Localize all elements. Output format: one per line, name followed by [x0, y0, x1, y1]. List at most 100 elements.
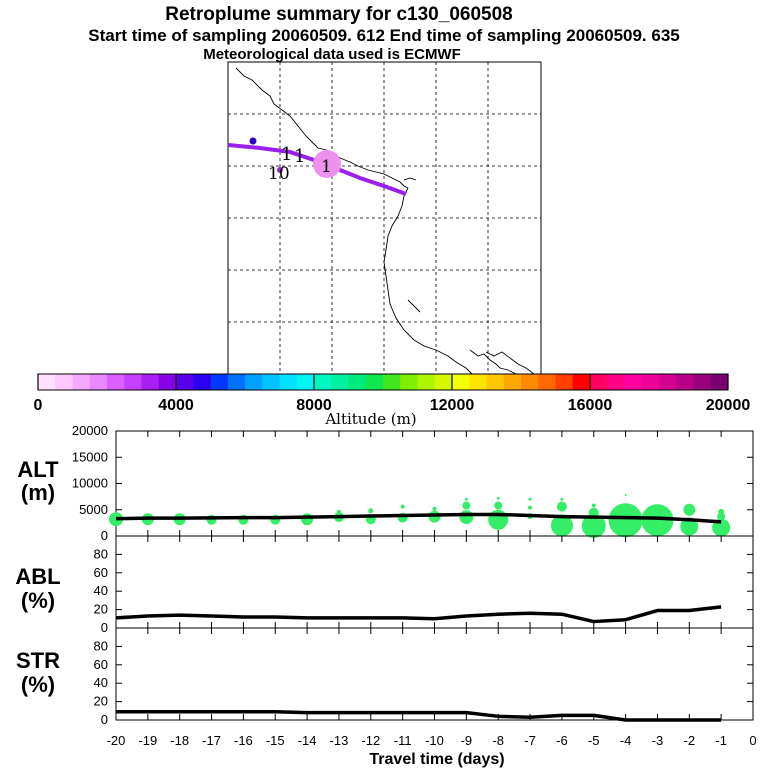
x-tick-label: -4 — [620, 733, 632, 748]
str-y-tick-label: 80 — [94, 638, 108, 653]
map-gridlines — [228, 62, 541, 374]
alt-bubble — [496, 496, 500, 500]
alt-bubble — [432, 506, 437, 511]
abl-y-tick-label: 60 — [94, 565, 108, 580]
title-line-2: Start time of sampling 20060509. 612 End… — [88, 26, 680, 45]
colorbar-swatch — [279, 374, 298, 390]
colorbar-swatch — [590, 374, 608, 390]
alt-bubble — [556, 501, 567, 512]
colorbar-swatch — [55, 374, 73, 390]
x-tick-label: 0 — [749, 733, 756, 748]
x-tick-label: -18 — [170, 733, 189, 748]
colorbar-swatch — [555, 374, 574, 390]
alt-bubble — [550, 514, 573, 537]
x-tick-label: -15 — [266, 733, 285, 748]
colorbar-swatch — [503, 374, 522, 390]
colorbar-tick-label: 4000 — [158, 397, 194, 414]
x-tick-label: -6 — [556, 733, 568, 748]
alt-bubble — [336, 509, 341, 514]
colorbar-swatch — [400, 374, 418, 390]
alt-bubble — [528, 497, 532, 501]
alt-bubble — [464, 497, 468, 501]
str-frame — [115, 627, 754, 721]
alt-bubble — [591, 503, 596, 508]
colorbar-swatch — [314, 374, 332, 390]
alt-bubble — [608, 503, 643, 538]
str-label-top: STR — [16, 648, 60, 673]
altitude-colorbar: 0 4000 8000 12000 16000 20000 — [34, 373, 751, 414]
alt-y-tick-label: 15000 — [72, 449, 108, 464]
str-y-tick-label: 40 — [94, 675, 108, 690]
abl-panel: 0 20 40 60 80 — [94, 535, 754, 635]
x-tick-label: -7 — [524, 733, 536, 748]
abl-y-tick-label: 0 — [101, 620, 108, 635]
alt-bubble — [400, 504, 405, 509]
alt-series-line — [115, 512, 722, 524]
colorbar-swatch — [572, 374, 591, 390]
colorbar-swatch — [210, 374, 229, 390]
plume-point-purple — [277, 167, 283, 173]
colorbar-swatch — [417, 374, 436, 390]
x-tick-label: -13 — [330, 733, 349, 748]
str-label-bottom: (%) — [21, 672, 55, 697]
abl-y-tick-label: 40 — [94, 583, 108, 598]
x-tick-label: -17 — [202, 733, 221, 748]
colorbar-swatch — [383, 374, 401, 390]
colorbar-swatch — [296, 374, 315, 390]
abl-series-line — [115, 605, 722, 624]
str-series-line — [116, 709, 722, 722]
colorbar-tick-label: 16000 — [568, 397, 613, 414]
alt-bubble — [680, 517, 699, 536]
x-tick-label: -8 — [492, 733, 504, 748]
str-y-tick-label: 0 — [101, 712, 108, 727]
colorbar-swatch — [693, 374, 712, 390]
alt-bubble — [683, 503, 696, 516]
map-label-1b: 1 — [294, 146, 305, 167]
alt-bubble — [368, 508, 374, 514]
alt-label-top: ALT — [17, 457, 59, 482]
alt-y-tick-label: 5000 — [79, 502, 108, 517]
map-label-1a: 1 — [281, 144, 292, 165]
abl-label-top: ABL — [15, 564, 60, 589]
alt-y-tick-label: 0 — [101, 528, 108, 543]
title-line-1: Retroplume summary for c130_060508 — [165, 4, 512, 25]
str-y-tick-label: 20 — [94, 694, 108, 709]
coastline — [235, 67, 535, 375]
abl-y-tick-label: 20 — [94, 602, 108, 617]
colorbar-swatch — [193, 374, 211, 390]
colorbar-swatch — [245, 374, 263, 390]
alt-bubble — [301, 513, 314, 526]
alt-bubble — [718, 508, 725, 515]
alt-bubble — [462, 501, 471, 510]
colorbar-swatch — [641, 374, 660, 390]
colorbar-swatch — [538, 374, 556, 390]
map-panel: 1 1 1 10 — [227, 61, 542, 375]
x-tick-label: -19 — [138, 733, 157, 748]
x-tick-label: -2 — [684, 733, 696, 748]
colorbar-swatch — [676, 374, 694, 390]
x-tick-label: -5 — [588, 733, 600, 748]
colorbar-swatch — [124, 374, 142, 390]
alt-y-tick-label: 10000 — [72, 476, 108, 491]
abl-label-bottom: (%) — [21, 588, 55, 613]
colorbar-swatch — [607, 374, 625, 390]
colorbar-swatch — [659, 374, 677, 390]
alt-bubble — [581, 514, 606, 539]
colorbar-swatch — [72, 374, 91, 390]
colorbar-swatch — [89, 374, 108, 390]
x-tick-label: -20 — [107, 733, 126, 748]
colorbar-tick-label: 0 — [34, 397, 43, 414]
colorbar-tick-label: 8000 — [296, 397, 332, 414]
x-axis-title: Travel time (days) — [369, 751, 504, 768]
alt-bubble — [459, 510, 474, 525]
colorbar-swatch — [38, 374, 56, 390]
colorbar-tick-label: 20000 — [706, 397, 751, 414]
colorbar-swatch — [158, 374, 177, 390]
x-tick-label: -12 — [361, 733, 380, 748]
title-line-3: Meteorological data used is ECMWF — [203, 46, 461, 63]
alt-bubble — [494, 501, 503, 510]
colorbar-swatch — [452, 374, 470, 390]
x-tick-label: -10 — [425, 733, 444, 748]
colorbar-tick-label: 12000 — [430, 397, 475, 414]
